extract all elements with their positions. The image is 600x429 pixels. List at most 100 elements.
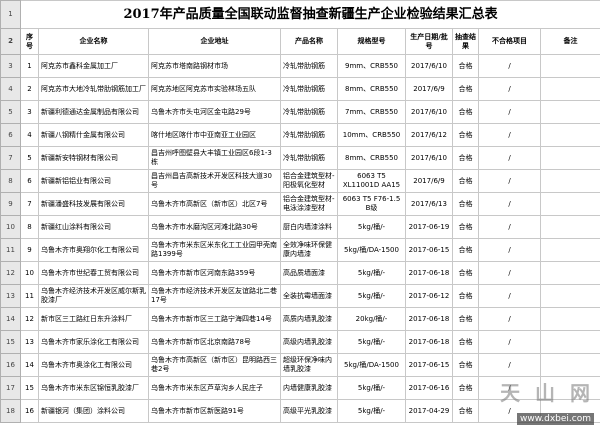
cell: / (478, 261, 541, 285)
column-header: 序号 (20, 28, 39, 55)
cell: / (478, 330, 541, 354)
cell: 合格 (452, 77, 479, 101)
cell: 5kg/桶/DA-1500 (337, 238, 406, 262)
cell: / (478, 238, 541, 262)
cell: 合格 (452, 192, 479, 216)
cell: / (478, 215, 541, 239)
cell: 乌鲁木齐经济技术开发区威尔斯乳胶漆厂 (38, 284, 149, 308)
cell: 乌鲁木齐市米东区芦草沟乡人民庄子 (148, 376, 281, 400)
sheet-row: 3 1 阿克苏市鑫科金属加工厂 阿克苏市塔南路钢材市场 冷轧带肋钢筋 9mm、CRB550… (0, 54, 600, 78)
cell: 2 (20, 77, 39, 101)
cell: 新市区三工路红日东升涂料厂 (38, 307, 149, 331)
cell: / (478, 77, 541, 101)
cell: 5kg/桶/- (337, 399, 406, 423)
cell-empty (539, 376, 600, 400)
cell-empty (539, 284, 600, 308)
cell-empty (539, 215, 600, 239)
cell: 乌鲁木齐市家乐涂化工有限公司 (38, 330, 149, 354)
cell-empty (539, 169, 600, 193)
sheet-row: 12 10 乌鲁木齐市世纪春工贸有限公司 乌鲁木齐市新市区河南东路359号 高品质墙面漆… (0, 261, 600, 285)
cell: 高级平光乳胶漆 (280, 399, 338, 423)
cell: 2017-04-29 (405, 399, 453, 423)
cell: 5kg/桶/- (337, 284, 406, 308)
cell-empty (539, 353, 600, 377)
cell-empty (539, 330, 600, 354)
cell: 2017-06-18 (405, 261, 453, 285)
cell: 合格 (452, 215, 479, 239)
sheet-row: 8 6 新疆新铝铝业有限公司 昌吉州昌吉高新技术开发区科技大道30号 铝合金建筑型材-阳… (0, 169, 600, 193)
cell: / (478, 54, 541, 78)
cell: 11 (20, 284, 39, 308)
cell: 乌鲁木齐市米东区米东化工工业园甲壳南路1399号 (148, 238, 281, 262)
row-header: 16 (0, 353, 21, 377)
cell-empty (539, 238, 600, 262)
cell: 内墙健康乳胶漆 (280, 376, 338, 400)
cell: 厨白内墙漆涂料 (280, 215, 338, 239)
cell: 8 (20, 215, 39, 239)
cell: 超级环保净味内墙乳胶漆 (280, 353, 338, 377)
cell: 6063 T5 F76-1.5 B级 (337, 192, 406, 216)
column-header: 企业地址 (148, 28, 281, 55)
cell: 7 (20, 192, 39, 216)
sheet-row: 15 13 乌鲁木齐市家乐涂化工有限公司 乌鲁木齐市新市区北京南路78号 高级内墙乳胶漆… (0, 330, 600, 354)
cell: 阿克苏市鑫科金属加工厂 (38, 54, 149, 78)
cell: 4 (20, 123, 39, 147)
cell: 5 (20, 146, 39, 170)
cell-empty (539, 146, 600, 170)
cell: 合格 (452, 123, 479, 147)
title: 2017年产品质量全国联动监督抽查新疆生产企业检验结果汇总表 (19, 0, 600, 29)
cell-empty (539, 100, 600, 124)
row-header: 14 (0, 307, 21, 331)
sheet-row: 16 14 乌鲁木齐市奥涂化工有限公司 乌鲁木齐市高新区（新市区）昆明路西三巷2号 超级… (0, 353, 600, 377)
cell: 2017/6/9 (405, 77, 453, 101)
cell: 2017/6/10 (405, 146, 453, 170)
cell: 全装抗霉墙面漆 (280, 284, 338, 308)
sheet-row: 13 11 乌鲁木齐经济技术开发区威尔斯乳胶漆厂 乌鲁木齐市经济技术开发区友谊路北二巷… (0, 284, 600, 308)
cell: 铝合金建筑型材-电泳涂漆型材 (280, 192, 338, 216)
cell: 2017-06-19 (405, 215, 453, 239)
cell: / (478, 146, 541, 170)
column-header: 备注 (539, 28, 600, 55)
cell: 合格 (452, 353, 479, 377)
row-header: 10 (0, 215, 21, 239)
cell: 合格 (452, 54, 479, 78)
watermark-site: 天 山 网 (500, 381, 594, 405)
cell: 冷轧带肋钢筋 (280, 77, 338, 101)
column-header: 产品名称 (280, 28, 338, 55)
row-header: 13 (0, 284, 21, 308)
sheet-row: 18 16 新疆银河（集团）涂料公司 乌鲁木齐市新市区新医路91号 高级平光乳胶漆 5kg… (0, 399, 600, 423)
column-header: 生产日期/批号 (405, 28, 453, 55)
cell-empty (539, 54, 600, 78)
cell-empty (539, 307, 600, 331)
row-header: 3 (0, 54, 21, 78)
cell: 2017-06-18 (405, 307, 453, 331)
cell: 冷轧带肋钢筋 (280, 123, 338, 147)
sheet-row: 10 8 新疆红山涂料有限公司 乌鲁木齐市水磨沟区河滩北路30号 厨白内墙漆涂料 5kg/… (0, 215, 600, 239)
cell: 2017-06-16 (405, 376, 453, 400)
cell: / (478, 100, 541, 124)
cell: 5kg/桶/- (337, 376, 406, 400)
watermark: 天 山 网 www.dxbei.com (500, 377, 594, 425)
cell: 高级内墙乳胶漆 (280, 330, 338, 354)
cell: 5kg/桶/- (337, 330, 406, 354)
cell: 2017-06-15 (405, 238, 453, 262)
cell: 5kg/桶/DA-1500 (337, 353, 406, 377)
cell: 合格 (452, 169, 479, 193)
cell: 合格 (452, 238, 479, 262)
cell: 新疆红山涂料有限公司 (38, 215, 149, 239)
cell: 15 (20, 376, 39, 400)
row-header: 5 (0, 100, 21, 124)
cell: 乌鲁木齐市新市区三工路宁海四巷14号 (148, 307, 281, 331)
cell: 7mm、CRB550 (337, 100, 406, 124)
sheet-row: 2 序号 企业名称 企业地址 产品名称 规格型号 生产日期/批号 抽查结果 不合格项目 备注 (0, 28, 600, 55)
cell: / (478, 123, 541, 147)
cell: 2017-06-18 (405, 330, 453, 354)
row-header: 4 (0, 77, 21, 101)
row-header: 8 (0, 169, 21, 193)
cell: 冷轧带肋钢筋 (280, 54, 338, 78)
cell: 8mm、CRB550 (337, 77, 406, 101)
cell: / (478, 192, 541, 216)
row-header: 11 (0, 238, 21, 262)
row-header: 7 (0, 146, 21, 170)
